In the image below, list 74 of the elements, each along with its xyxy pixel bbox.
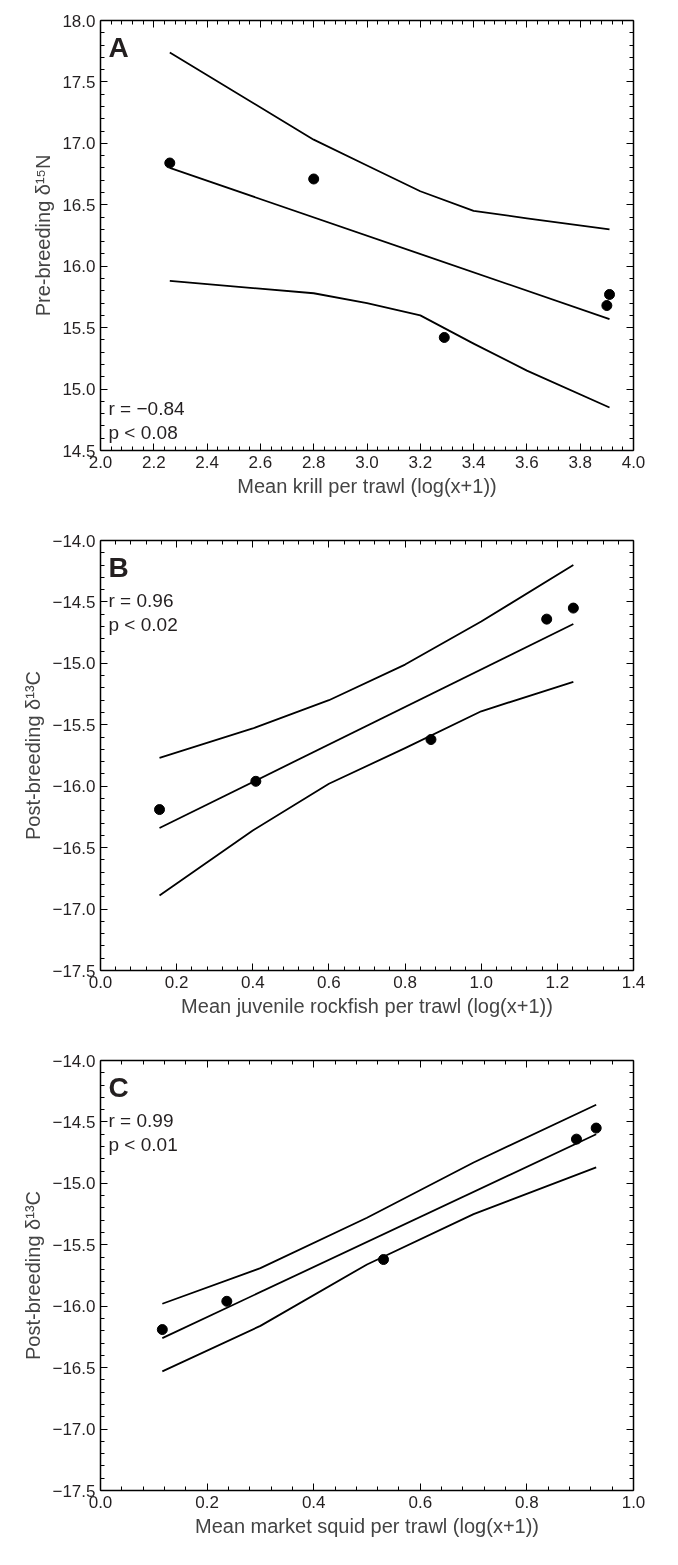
y-tick-label: −14.5 bbox=[52, 1112, 96, 1132]
y-tick-label: −17.0 bbox=[52, 1420, 96, 1440]
y-axis-title: Pre-breeding δ¹⁵N bbox=[32, 154, 55, 317]
y-tick-label: 17.5 bbox=[62, 72, 96, 92]
point bbox=[156, 1324, 168, 1336]
y-tick-label: 16.5 bbox=[62, 195, 96, 215]
point bbox=[221, 1295, 233, 1307]
x-tick-label: 1.0 bbox=[621, 1492, 646, 1512]
point bbox=[438, 331, 450, 343]
x-tick-label: 0.2 bbox=[195, 1492, 219, 1512]
chart-title: C bbox=[108, 1071, 129, 1103]
y-tick-label: 15.5 bbox=[62, 318, 96, 338]
y-tick-label: −16.5 bbox=[52, 838, 96, 858]
x-tick-label: 0.2 bbox=[164, 972, 189, 992]
annotation: p < 0.02 bbox=[108, 613, 178, 635]
point bbox=[590, 1122, 602, 1134]
point bbox=[567, 602, 579, 614]
x-tick-label: 0.6 bbox=[408, 1492, 433, 1512]
chart-title: B bbox=[108, 551, 129, 583]
line-series bbox=[168, 51, 611, 231]
x-axis-title: Mean juvenile rockfish per trawl (log(x+1)) bbox=[181, 994, 553, 1017]
x-tick-label: 2.2 bbox=[141, 452, 166, 472]
annotation: r = 0.96 bbox=[108, 589, 174, 611]
y-tick-label: −15.0 bbox=[52, 654, 96, 674]
y-tick-label: −15.5 bbox=[52, 715, 96, 735]
y-tick-label: −15.0 bbox=[52, 1174, 96, 1194]
point bbox=[570, 1133, 582, 1145]
x-tick-label: 4.0 bbox=[621, 452, 646, 472]
x-tick-label: 0.4 bbox=[240, 972, 265, 992]
y-tick-label: −14.5 bbox=[52, 592, 96, 612]
y-tick-label: −16.0 bbox=[52, 1297, 96, 1317]
annotation: r = −0.84 bbox=[108, 397, 185, 419]
x-tick-label: 3.6 bbox=[515, 452, 539, 472]
point bbox=[601, 300, 613, 312]
y-tick-label: −14.0 bbox=[52, 1051, 96, 1071]
line-series bbox=[158, 680, 575, 897]
x-tick-label: 0.4 bbox=[301, 1492, 326, 1512]
y-tick-label: 15.0 bbox=[62, 380, 96, 400]
x-tick-label: 1.0 bbox=[469, 972, 494, 992]
point bbox=[308, 173, 320, 185]
x-tick-label: 3.0 bbox=[355, 452, 379, 472]
x-tick-label: 3.4 bbox=[461, 452, 486, 472]
point bbox=[541, 613, 553, 625]
point bbox=[604, 288, 616, 300]
chart-title: A bbox=[108, 31, 129, 63]
x-tick-label: 0.6 bbox=[317, 972, 341, 992]
y-tick-label: 16.0 bbox=[62, 257, 96, 277]
y-tick-label: 18.0 bbox=[62, 11, 96, 31]
x-axis-title: Mean krill per trawl (log(x+1)) bbox=[237, 474, 497, 497]
x-tick-label: 0.8 bbox=[393, 972, 417, 992]
x-tick-label: 1.4 bbox=[621, 972, 646, 992]
x-tick-label: 3.8 bbox=[568, 452, 593, 472]
y-axis-title: Post-breeding δ¹³C bbox=[22, 1191, 45, 1360]
line-series bbox=[161, 1166, 598, 1373]
x-axis-title: Mean market squid per trawl (log(x+1)) bbox=[194, 1514, 540, 1537]
annotation: r = 0.99 bbox=[108, 1109, 174, 1131]
x-tick-label: 3.2 bbox=[408, 452, 433, 472]
y-tick-label: −14.0 bbox=[52, 531, 96, 551]
point bbox=[154, 804, 166, 816]
y-tick-label: −17.0 bbox=[52, 900, 96, 920]
x-tick-label: 2.4 bbox=[195, 452, 219, 472]
x-tick-label: 1.2 bbox=[545, 972, 570, 992]
x-tick-label: 2.6 bbox=[248, 452, 273, 472]
y-tick-label: 17.0 bbox=[62, 134, 96, 154]
annotation: p < 0.08 bbox=[108, 421, 178, 443]
x-tick-label: 2.8 bbox=[301, 452, 326, 472]
x-tick-label: 0.8 bbox=[515, 1492, 539, 1512]
y-tick-label: −15.5 bbox=[52, 1235, 96, 1255]
y-tick-label: −16.5 bbox=[52, 1358, 96, 1378]
y-tick-label: −16.0 bbox=[52, 777, 96, 797]
point bbox=[164, 157, 176, 169]
point bbox=[425, 734, 437, 746]
annotation: p < 0.01 bbox=[108, 1133, 178, 1155]
y-axis-title: Post-breeding δ¹³C bbox=[22, 671, 45, 840]
